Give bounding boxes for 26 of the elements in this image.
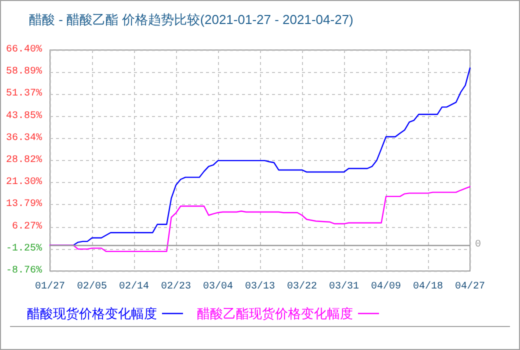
x-tick-label: 04/27 — [454, 280, 486, 292]
x-tick-label: 03/22 — [286, 280, 318, 292]
y-tick-label: 21.30% — [6, 177, 42, 188]
x-tick-label: 02/05 — [76, 280, 108, 292]
y-tick-label: 66.40% — [6, 44, 42, 56]
y-tick-label: -8.76% — [6, 266, 42, 276]
x-tick-label: 04/18 — [412, 280, 444, 292]
y-tick-label: 51.37% — [6, 88, 42, 100]
y-tick-label: -1.25% — [6, 243, 42, 254]
y-tick-label: 6.27% — [12, 221, 42, 232]
y-tick-label: 58.89% — [6, 66, 42, 78]
x-tick-label: 02/23 — [160, 280, 192, 292]
x-tick-label: 04/09 — [370, 280, 402, 292]
y-tick-label: 36.34% — [6, 132, 42, 144]
y-tick-label: 43.85% — [6, 110, 42, 122]
legend-label: 醋酸乙酯现货价格变化幅度 — [197, 306, 353, 321]
x-tick-label: 03/04 — [202, 280, 234, 292]
x-tick-label: 03/13 — [244, 280, 276, 292]
x-tick-label: 03/31 — [328, 280, 360, 292]
x-tick-label: 02/14 — [118, 280, 150, 292]
x-tick-label: 01/27 — [34, 280, 66, 292]
legend-label: 醋酸现货价格变化幅度 — [27, 306, 157, 321]
y-tick-label: 13.79% — [6, 199, 42, 210]
ref-line-label: 0 — [475, 240, 482, 251]
chart-title: 醋酸 - 醋酸乙酯 价格趋势比较(2021-01-27 - 2021-04-27) — [29, 12, 354, 27]
y-tick-label: 28.82% — [6, 155, 42, 166]
